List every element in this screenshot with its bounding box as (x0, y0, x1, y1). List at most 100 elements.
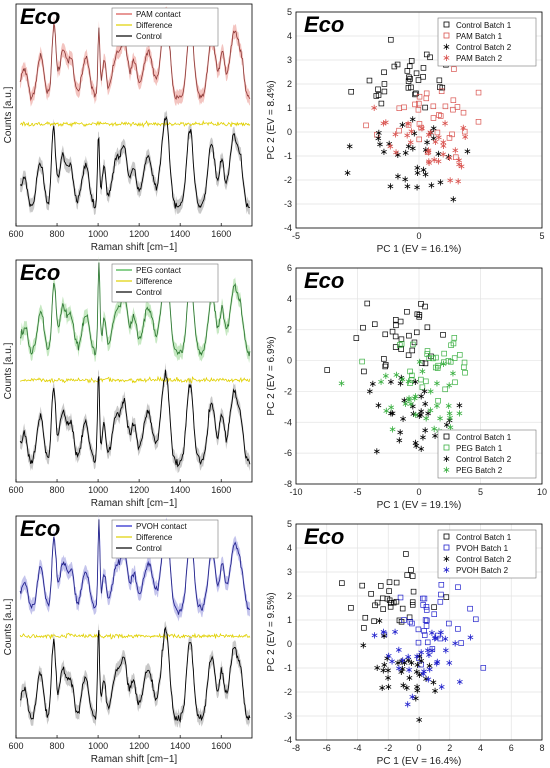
data-point: ∗ (459, 123, 467, 134)
data-point: ∗ (457, 161, 465, 172)
data-point (450, 106, 456, 113)
data-point: ∗ (408, 114, 416, 125)
data-point: ∗ (446, 176, 454, 187)
data-point: ∗ (456, 677, 464, 688)
data-point (406, 74, 412, 80)
data-point: ∗ (417, 407, 425, 418)
data-point (440, 332, 446, 338)
control-variance-band (20, 362, 250, 474)
data-point: ∗ (413, 686, 421, 697)
data-point: ∗ (446, 423, 454, 434)
data-point (473, 616, 479, 623)
data-point (407, 380, 413, 386)
data-point (386, 579, 393, 585)
data-point (393, 579, 400, 586)
data-point: ∗ (418, 124, 426, 135)
legend-marker (443, 444, 450, 451)
control-variance-band (20, 621, 250, 729)
legend-entry: Control Batch 2 (456, 43, 512, 52)
data-point (427, 54, 433, 61)
data-point: ∗ (398, 664, 406, 675)
data-point: ∗ (444, 152, 452, 163)
data-point (372, 602, 378, 609)
data-point (422, 303, 428, 310)
x-tick-label: -5 (353, 487, 361, 497)
data-point (431, 611, 437, 617)
data-point: ∗ (377, 377, 385, 388)
data-point (409, 372, 415, 379)
control-spectrum-line (20, 626, 251, 723)
data-point: ∗ (391, 130, 399, 141)
data-point: ∗ (419, 669, 427, 680)
legend-entry: Control Batch 1 (456, 533, 512, 542)
data-point (384, 595, 391, 602)
data-point: ∗ (386, 142, 394, 153)
y-tick-label: 0 (287, 127, 292, 137)
series-1 (363, 66, 482, 160)
data-point: ∗ (433, 378, 441, 389)
legend-marker (443, 433, 450, 440)
y-tick-label: -2 (284, 386, 292, 396)
data-point (353, 335, 360, 341)
data-point (392, 333, 399, 340)
data-point: ∗ (380, 631, 388, 642)
data-point (387, 604, 394, 610)
data-point: ∗ (391, 627, 399, 638)
data-point (410, 588, 417, 595)
data-point (407, 368, 413, 375)
y-tick-label: 4 (287, 31, 292, 41)
y-axis-label: PC 2 (EV = 6.9%) (266, 336, 277, 415)
y-tick-label: 0 (287, 356, 292, 366)
data-point: ∗ (374, 401, 382, 412)
data-point: ∗ (434, 149, 442, 160)
data-point: ∗ (427, 128, 435, 139)
x-tick-label: 1600 (211, 485, 231, 495)
legend-box (437, 429, 537, 479)
data-point: ∗ (388, 425, 396, 436)
data-point: ∗ (409, 409, 417, 420)
data-point: ∗ (370, 103, 378, 114)
data-point (461, 128, 468, 135)
legend-marker (443, 544, 450, 551)
data-point (416, 100, 422, 107)
data-point (405, 85, 412, 91)
data-point (397, 594, 404, 601)
data-point (401, 617, 407, 623)
x-tick-label: 5 (539, 231, 544, 241)
data-point: ∗ (424, 408, 432, 419)
x-tick-label: 800 (50, 741, 65, 751)
data-point: ∗ (418, 367, 426, 378)
data-point (404, 309, 410, 315)
data-point: ∗ (442, 646, 450, 657)
data-point (455, 584, 461, 590)
x-tick-label: 1400 (170, 741, 190, 751)
legend-entry: PAM Batch 2 (456, 54, 503, 63)
data-point (423, 51, 430, 58)
data-point (419, 384, 426, 391)
data-point (393, 598, 400, 605)
data-point (363, 122, 369, 129)
data-point (438, 88, 445, 95)
data-point: ∗ (435, 132, 443, 143)
data-point: ∗ (386, 182, 394, 193)
data-point (405, 352, 412, 358)
data-point: ∗ (384, 682, 392, 693)
data-point (381, 631, 388, 638)
data-point (442, 386, 448, 393)
x-tick-label: 8 (539, 743, 544, 753)
data-point (421, 628, 427, 634)
data-point: ∗ (394, 150, 402, 161)
data-point (405, 122, 412, 128)
x-tick-label: 1600 (211, 741, 231, 751)
data-point: ∗ (433, 657, 441, 668)
data-point: ∗ (387, 377, 395, 388)
data-point: ∗ (382, 117, 390, 128)
data-point (424, 351, 430, 357)
data-point: ∗ (441, 634, 449, 645)
data-point (380, 606, 386, 612)
data-point: ∗ (413, 682, 421, 693)
data-point (424, 617, 430, 624)
data-point (375, 86, 381, 93)
